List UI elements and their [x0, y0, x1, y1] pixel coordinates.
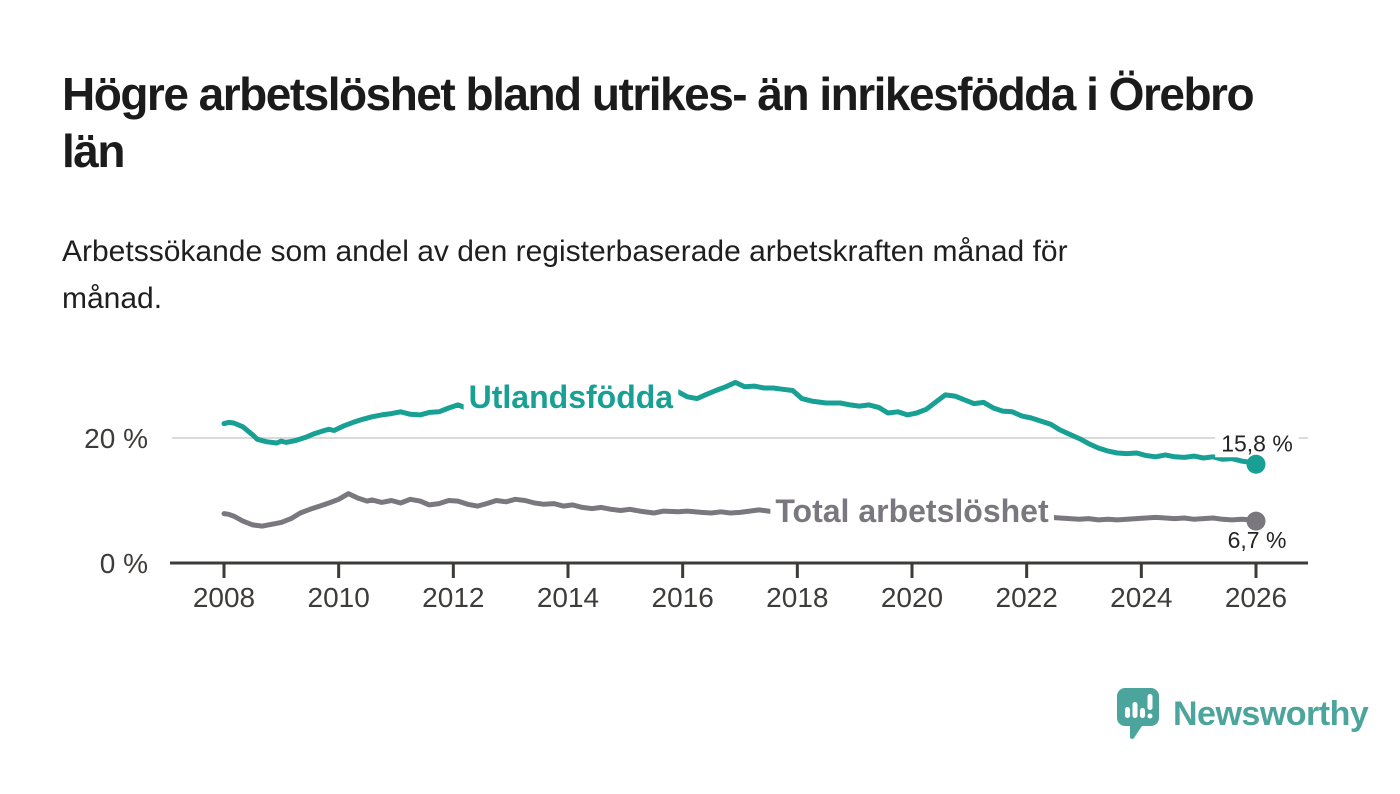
chart-subtitle: Arbetssökande som andel av den registerb…	[62, 228, 1068, 322]
chart-subtitle-line-2: månad.	[62, 282, 163, 315]
x-axis-year-label: 2020	[881, 582, 943, 613]
page-title: Högre arbetslöshet bland utrikes- än inr…	[62, 66, 1255, 180]
x-axis-year-label: 2026	[1225, 582, 1287, 613]
total-arbetsloshet-label-knockout	[770, 491, 1054, 532]
total-arbetsloshet-end-label-knockout	[1221, 526, 1293, 555]
chart-subtitle-line-1: Arbetssökande som andel av den registerb…	[62, 235, 1068, 268]
newsworthy-logo-text: Newsworthy	[1173, 695, 1369, 733]
utlandsfodda-series-label: Utlandsfödda	[469, 379, 674, 415]
bar-icon-1	[1125, 707, 1130, 718]
page-title-line-2: län	[62, 125, 125, 177]
utlandsfodda-line	[221, 379, 1259, 467]
page-title-line-1: Högre arbetslöshet bland utrikes- än inr…	[62, 68, 1255, 120]
x-axis-year-label: 2014	[537, 582, 599, 613]
total-arbetsloshet-end-value-label: 6,7 %	[1228, 527, 1287, 553]
x-axis-year-label: 2016	[652, 582, 714, 613]
x-axis-year-label: 2022	[996, 582, 1058, 613]
total-arbetsloshet-end-dot	[1246, 511, 1266, 531]
speech-bubble-shape	[1117, 688, 1159, 739]
utlandsfodda-end-dot	[1246, 454, 1266, 474]
exclamation-dot-icon	[1147, 713, 1153, 719]
total-arbetsloshet-line	[221, 491, 1259, 529]
exclamation-stem-icon	[1147, 694, 1153, 710]
x-axis-year-label: 2012	[422, 582, 484, 613]
utlandsfodda-label-knockout	[463, 376, 679, 417]
newsworthy-logo: Newsworthy	[1116, 686, 1369, 742]
utlandsfodda-end-value-label: 15,8 %	[1221, 430, 1293, 456]
x-axis-year-label: 2010	[308, 582, 370, 613]
newsworthy-logo-icon	[1117, 688, 1159, 739]
total-arbetsloshet-series-label: Total arbetslöshet	[775, 493, 1049, 529]
y-axis-label: 20 %	[84, 423, 148, 454]
utlandsfodda-end-label-knockout	[1215, 429, 1299, 458]
bar-icon-2	[1132, 702, 1138, 718]
bar-icon-3	[1140, 708, 1145, 718]
y-axis-label: 0 %	[100, 548, 148, 579]
x-axis-year-label: 2018	[766, 582, 828, 613]
x-axis-year-label: 2008	[193, 582, 255, 613]
x-axis-year-label: 2024	[1110, 582, 1172, 613]
